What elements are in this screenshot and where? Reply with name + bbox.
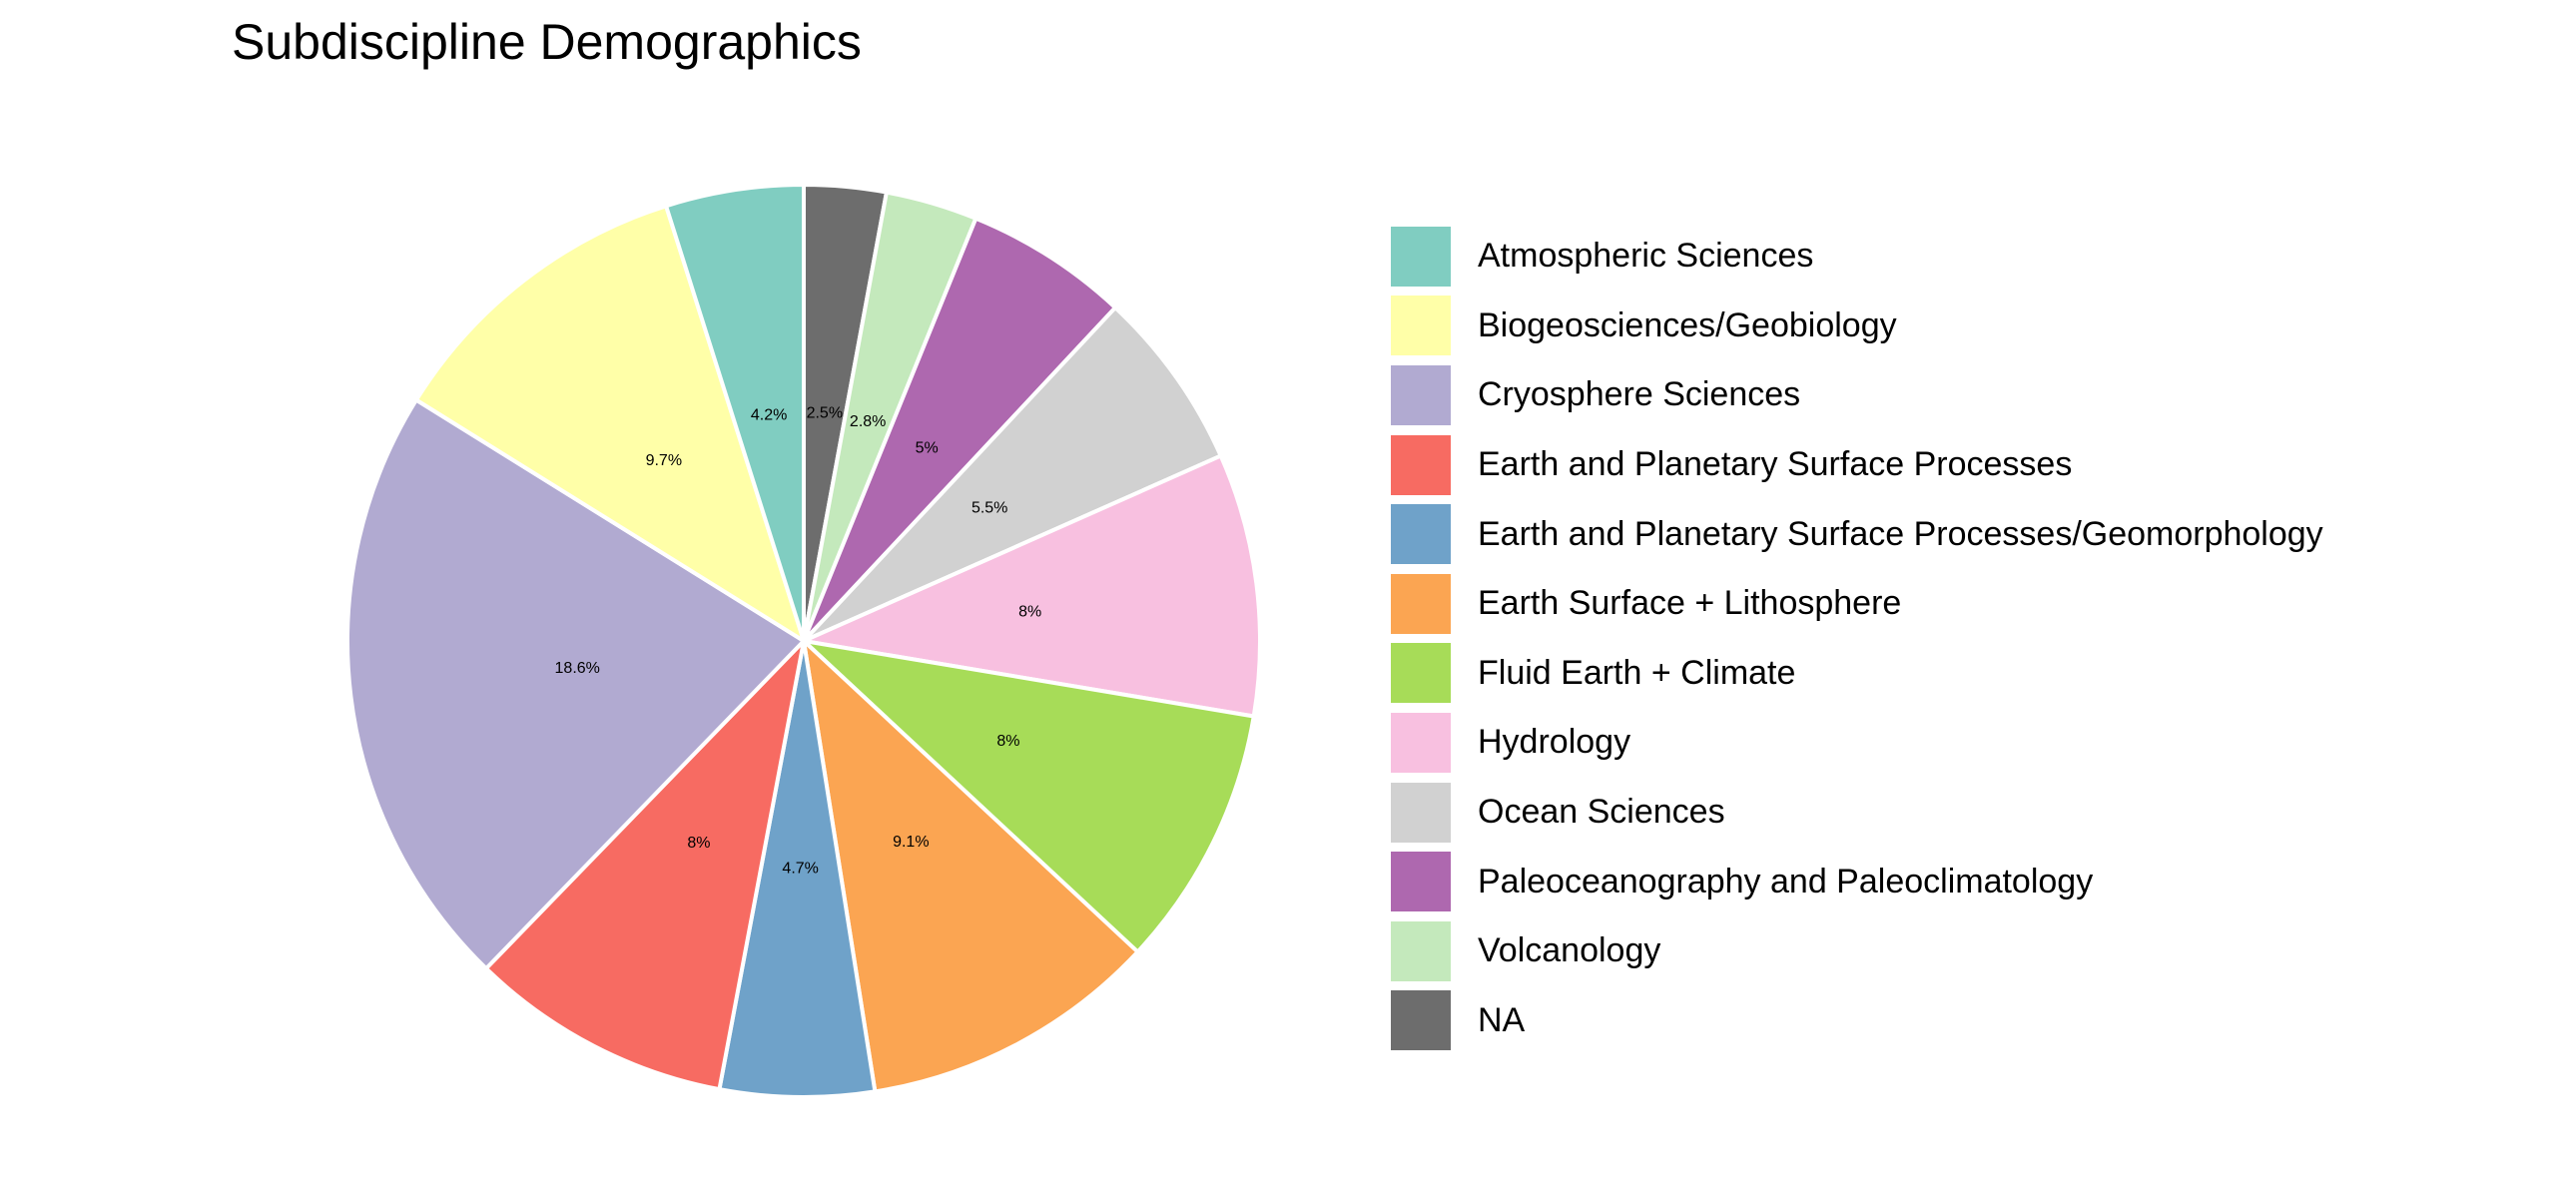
legend-item: Hydrology (1391, 708, 2323, 778)
legend-label: Earth and Planetary Surface Processes/Ge… (1478, 514, 2323, 553)
slice-value-label: 4.7% (782, 861, 818, 878)
slice-value-label: 18.6% (555, 660, 600, 677)
legend-swatch (1391, 364, 1451, 425)
legend-label: Biogeosciences/Geobiology (1478, 305, 1897, 344)
legend-item: Earth and Planetary Surface Processes (1391, 430, 2323, 500)
pie-slice-earth-and-planetary-surface-processes-geomorphology (717, 639, 878, 1099)
legend-label: Cryosphere Sciences (1478, 375, 1801, 414)
pie-slice-ocean-sciences (802, 305, 1223, 643)
legend-item: Ocean Sciences (1391, 778, 2323, 848)
chart-title: Subdiscipline Demographics (232, 14, 862, 70)
legend-swatch (1391, 990, 1451, 1051)
slice-value-label: 5.5% (971, 500, 1007, 517)
legend: Atmospheric Sciences Biogeosciences/Geobi… (1391, 222, 2323, 1055)
legend-label: Fluid Earth + Climate (1478, 653, 1796, 692)
legend-swatch (1391, 920, 1451, 981)
pie-slice-paleoceanography-and-paleoclimatology (802, 216, 1118, 643)
slice-value-label: 9.1% (893, 834, 929, 851)
legend-item: Fluid Earth + Climate (1391, 639, 2323, 709)
legend-swatch (1391, 504, 1451, 565)
pie-slice-earth-and-planetary-surface-processes (483, 639, 806, 1092)
slice-value-label: 8% (996, 733, 1019, 750)
legend-swatch (1391, 712, 1451, 773)
legend-swatch (1391, 643, 1451, 704)
pie-slice-cryosphere-sciences (345, 397, 806, 971)
legend-item: Atmospheric Sciences (1391, 222, 2323, 292)
legend-swatch (1391, 296, 1451, 356)
legend-label: Atmospheric Sciences (1478, 237, 1814, 276)
slice-value-label: 9.7% (646, 452, 682, 469)
legend-swatch (1391, 434, 1451, 495)
pie-slice-earth-surface-lithosphere (802, 639, 1140, 1094)
pie-slice-hydrology (802, 453, 1262, 719)
pie-slice-atmospheric-sciences (664, 183, 806, 643)
legend-item: Biogeosciences/Geobiology (1391, 292, 2323, 361)
legend-item: Volcanology (1391, 916, 2323, 986)
legend-label: Paleoceanography and Paleoclimatology (1478, 862, 2094, 900)
legend-item: Cryosphere Sciences (1391, 360, 2323, 430)
slice-value-label: 8% (687, 835, 710, 852)
slice-value-label: 2.8% (850, 413, 886, 430)
legend-item: Paleoceanography and Paleoclimatology (1391, 847, 2323, 916)
legend-item: NA (1391, 986, 2323, 1056)
legend-label: Hydrology (1478, 723, 1631, 762)
legend-label: Earth and Planetary Surface Processes (1478, 445, 2073, 484)
legend-swatch (1391, 782, 1451, 843)
legend-label: Ocean Sciences (1478, 793, 1725, 832)
legend-item: Earth and Planetary Surface Processes/Ge… (1391, 499, 2323, 569)
legend-label: NA (1478, 1000, 1526, 1039)
legend-item: Earth Surface + Lithosphere (1391, 569, 2323, 639)
pie-slice-biogeosciences-geobiology (413, 204, 806, 643)
slice-value-label: 2.5% (807, 405, 843, 422)
legend-label: Earth Surface + Lithosphere (1478, 584, 1902, 623)
slice-value-label: 4.2% (751, 406, 787, 423)
legend-swatch (1391, 226, 1451, 287)
pie-slice-fluid-earth-climate (802, 639, 1256, 954)
legend-label: Volcanology (1478, 931, 1661, 970)
legend-swatch (1391, 852, 1451, 912)
slice-value-label: 5% (916, 440, 939, 457)
legend-swatch (1391, 573, 1451, 634)
slice-value-label: 8% (1018, 604, 1041, 621)
